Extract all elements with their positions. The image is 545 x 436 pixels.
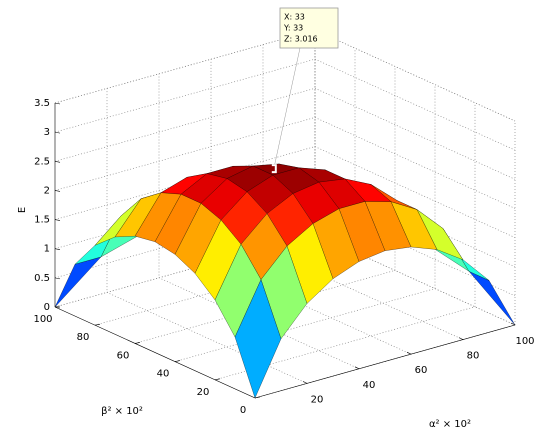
datatip-label: X: 33: [284, 13, 305, 22]
z-tick-label: 0: [44, 302, 50, 313]
x-axis-label: α² × 10²: [429, 419, 471, 430]
tick-mark: [54, 248, 61, 251]
datatip-box: [279, 7, 339, 49]
tick-mark: [54, 160, 61, 163]
z-tick-label: 2: [44, 185, 50, 196]
tick-mark: [54, 131, 61, 134]
x-tick-label: 60: [415, 365, 428, 376]
z-tick-label: 3: [44, 127, 50, 138]
datatip-leader: [274, 47, 301, 165]
datatip-label: Z: 3.016: [284, 35, 318, 44]
surface-patch: [54, 256, 102, 308]
z-tick-label: 1.5: [34, 215, 50, 226]
z-tick-label: 2.5: [34, 156, 50, 167]
tick-mark: [54, 102, 61, 105]
tick-mark: [214, 378, 221, 381]
tick-mark: [174, 360, 181, 362]
x-tick-label: 40: [363, 380, 376, 391]
tick-mark: [302, 381, 308, 384]
tick-mark: [458, 337, 464, 340]
tick-mark: [254, 396, 261, 399]
z-axis-label: E: [17, 207, 28, 213]
grid-line: [54, 87, 516, 180]
grid-line: [134, 66, 396, 344]
tick-mark: [54, 219, 61, 221]
axis-line: [54, 306, 256, 399]
tick-mark: [134, 342, 141, 344]
datatip: X: 33 Y: 33 Z: 3.016: [279, 7, 339, 49]
tick-mark: [94, 323, 101, 326]
tick-mark: [406, 351, 412, 355]
y-tick-label: 20: [197, 387, 210, 398]
tick-mark: [54, 190, 61, 192]
x-tick-label: 80: [467, 351, 480, 362]
y-tick-label: 60: [117, 350, 130, 361]
y-tick-label: 80: [77, 332, 90, 343]
y-axis-label: β² × 10²: [101, 406, 143, 417]
z-tick-label: 3.5: [34, 98, 50, 109]
box-edge: [54, 29, 316, 104]
datatip-label: Y: 33: [283, 24, 303, 33]
y-tick-label: 100: [33, 314, 52, 325]
grid-line: [54, 58, 516, 151]
surface-patch: [234, 279, 282, 399]
tick-mark: [354, 366, 360, 370]
axis-line: [254, 324, 516, 399]
grid-line: [214, 102, 476, 381]
x-tick-label: 100: [515, 336, 534, 347]
box-edge: [314, 29, 516, 122]
tick-mark: [54, 305, 61, 308]
z-tick-label: 1: [44, 244, 50, 255]
surface-patch: [468, 271, 516, 326]
y-tick-label: 0: [240, 405, 246, 416]
y-tick-label: 40: [157, 369, 170, 380]
x-tick-label: 20: [311, 394, 324, 405]
tick-mark: [54, 306, 61, 309]
z-tick-label: 0.5: [34, 273, 50, 284]
tick-mark: [510, 322, 516, 326]
tick-mark: [54, 277, 61, 280]
datatip-marker: [271, 164, 277, 174]
